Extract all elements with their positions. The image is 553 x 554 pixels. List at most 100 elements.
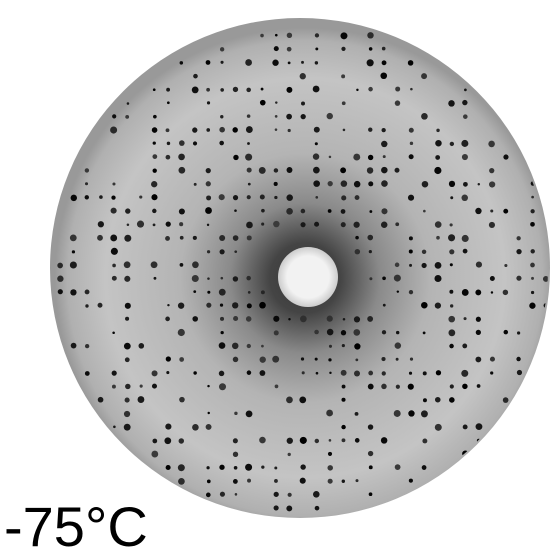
spot	[383, 155, 386, 158]
spot	[464, 89, 467, 92]
spot	[301, 357, 304, 360]
spot	[394, 275, 401, 282]
spot	[342, 480, 345, 483]
spot	[367, 167, 373, 173]
spot	[178, 464, 185, 471]
spot	[112, 114, 116, 118]
spot	[272, 356, 279, 363]
spot	[315, 142, 318, 145]
spot	[503, 290, 508, 295]
spot	[246, 410, 253, 417]
spot	[530, 263, 535, 268]
spot	[343, 318, 346, 321]
spot	[207, 101, 210, 104]
spot	[151, 194, 157, 200]
spot	[261, 223, 264, 226]
spot	[286, 208, 293, 215]
spot	[341, 180, 348, 187]
spot	[192, 127, 197, 132]
spot	[233, 235, 239, 241]
spot	[503, 154, 508, 159]
spot	[315, 506, 320, 511]
spot	[382, 47, 386, 51]
spot	[462, 235, 469, 242]
spot	[422, 250, 426, 254]
spot	[245, 59, 252, 66]
spot	[219, 289, 226, 296]
spot	[463, 249, 468, 254]
spot	[396, 385, 400, 389]
spot	[70, 261, 77, 268]
spot	[436, 129, 439, 132]
spot	[397, 290, 399, 292]
spot	[423, 331, 426, 334]
spot	[166, 88, 170, 92]
spot	[313, 86, 320, 93]
spot	[192, 275, 199, 282]
spot	[462, 154, 468, 160]
spot	[367, 235, 373, 241]
spot	[180, 236, 184, 240]
spot	[300, 478, 306, 484]
spot	[233, 276, 238, 281]
spot	[353, 154, 360, 161]
spot	[489, 222, 495, 228]
spot	[288, 493, 292, 497]
spot	[341, 425, 345, 429]
spot	[166, 128, 170, 132]
spot	[207, 385, 209, 387]
spot	[220, 492, 225, 497]
spot	[125, 357, 130, 362]
spot	[394, 410, 401, 417]
spot	[329, 156, 332, 159]
spot	[354, 370, 360, 376]
spot	[353, 329, 360, 336]
spot	[316, 372, 319, 375]
spot	[462, 384, 467, 389]
spot	[288, 129, 291, 132]
spot	[274, 479, 278, 483]
spot	[206, 424, 212, 430]
spot	[368, 451, 373, 456]
spot	[463, 425, 468, 430]
spot	[395, 263, 400, 268]
spot	[180, 61, 183, 64]
spot	[435, 302, 441, 308]
spot	[127, 223, 130, 226]
spot	[235, 493, 238, 496]
spot	[167, 304, 169, 306]
spot	[166, 356, 171, 361]
spot	[383, 304, 386, 307]
spot	[450, 196, 453, 199]
spot	[112, 264, 116, 268]
spot	[192, 424, 199, 431]
spot	[219, 141, 224, 146]
spot	[369, 277, 372, 280]
spot	[247, 479, 251, 483]
spot	[301, 209, 306, 214]
spot	[288, 61, 291, 64]
spot	[164, 437, 171, 444]
spot	[260, 195, 265, 200]
spot	[246, 126, 253, 133]
spot	[152, 127, 158, 133]
spot	[71, 195, 77, 201]
spot	[328, 452, 332, 456]
spot	[449, 249, 454, 254]
spot	[71, 343, 77, 349]
spot	[463, 114, 468, 119]
spot	[461, 370, 468, 377]
spot	[355, 358, 358, 361]
spot	[205, 207, 212, 214]
spot	[220, 115, 223, 118]
spot	[124, 424, 131, 431]
spot	[300, 437, 307, 444]
spot	[381, 384, 386, 389]
spot	[261, 88, 264, 91]
spot	[97, 235, 103, 241]
spot	[369, 465, 373, 469]
spot	[178, 154, 185, 161]
spot	[221, 277, 224, 280]
spot	[179, 140, 185, 146]
spot	[369, 250, 372, 253]
